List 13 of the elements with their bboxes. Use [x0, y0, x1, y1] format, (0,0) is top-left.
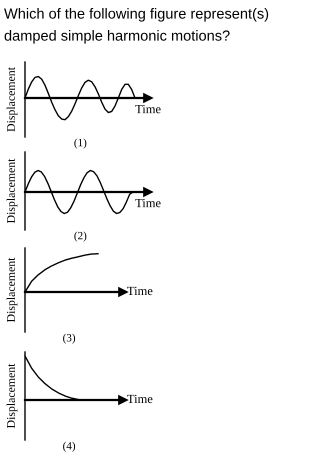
y-axis-title: Displacement: [6, 158, 18, 224]
x-axis-title: Time: [135, 104, 161, 114]
x-axis-title: Time: [127, 286, 152, 296]
chart-title: Which of the following figure represent(s) damped simple harmonic motions?: [4, 8, 268, 44]
y-axis-title: Displacement: [6, 364, 18, 428]
x-axis-title: Time: [135, 198, 161, 208]
text: (2): [74, 232, 86, 242]
y-axis-title: Displacement: [6, 258, 18, 322]
text: (3): [63, 334, 76, 344]
text: (1): [74, 138, 86, 149]
x-axis-title: Time: [127, 394, 152, 404]
text: (4): [63, 442, 76, 452]
y-axis-title: Displacement: [6, 67, 18, 132]
